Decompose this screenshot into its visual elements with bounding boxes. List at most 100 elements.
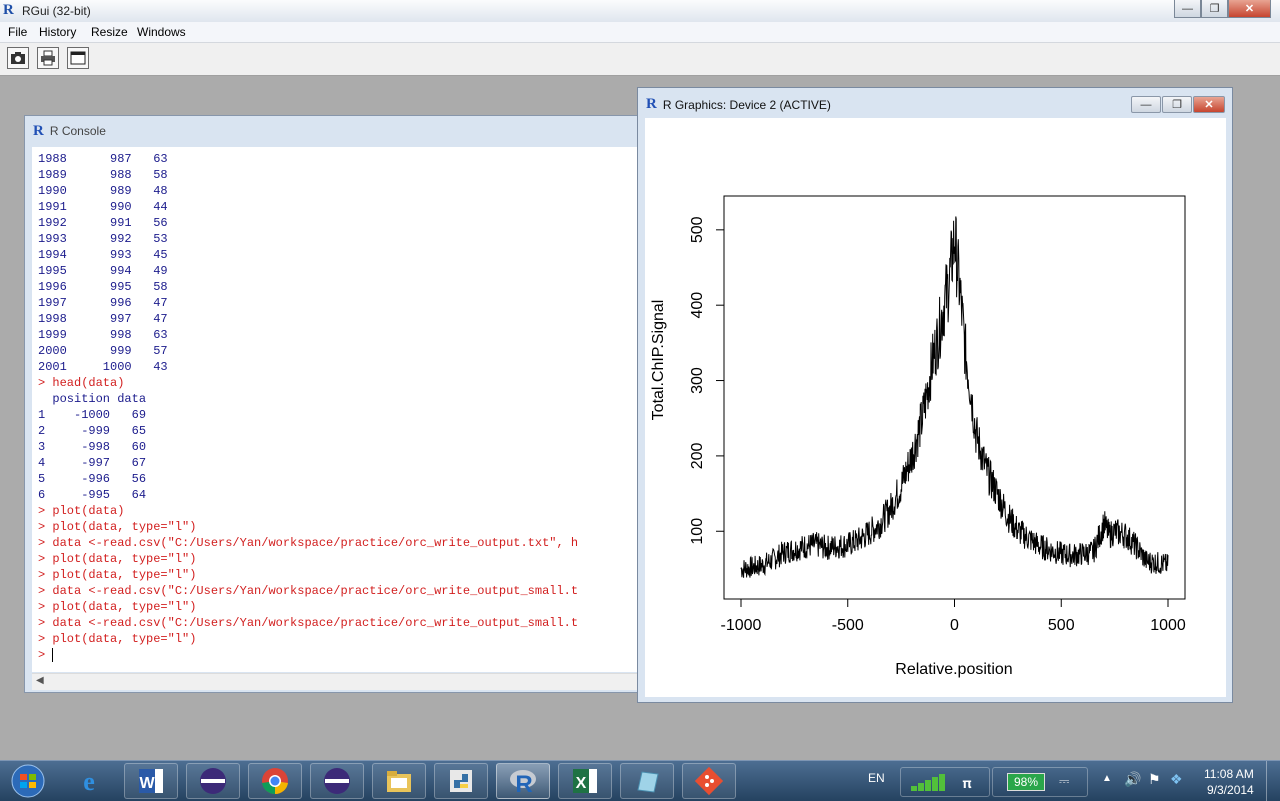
x-tick-label: 500 [1048, 617, 1075, 634]
python-icon[interactable] [434, 763, 488, 799]
toolbar [0, 43, 1280, 76]
r-graphics-window[interactable]: R R Graphics: Device 2 (ACTIVE) — ❐ ✕ -1… [637, 87, 1233, 703]
r-icon[interactable]: R [496, 763, 550, 799]
text-cursor [52, 647, 54, 662]
x-tick-label: 0 [950, 617, 959, 634]
prompt-symbol: > [38, 648, 53, 662]
dropbox-icon[interactable]: ❖ [1170, 771, 1183, 787]
console-output-line: 2 -999 65 [38, 424, 147, 438]
battery-indicator[interactable]: 98% ⎓ [992, 767, 1088, 797]
excel-icon[interactable]: X [558, 763, 612, 799]
clock-date[interactable]: 9/3/2014 [1207, 783, 1254, 797]
graphics-window-controls: — ❐ ✕ [1131, 96, 1225, 113]
console-output-line: 1995 994 49 [38, 264, 168, 278]
menu-bar: File History Resize Windows [0, 22, 1280, 43]
close-button[interactable]: ✕ [1228, 0, 1271, 18]
console-command-line: > head(data) [38, 376, 125, 390]
console-output-line: 1988 987 63 [38, 152, 168, 166]
series-line [740, 216, 1169, 578]
y-tick-label: 100 [689, 518, 706, 545]
console-command-line: > plot(data, type="l") [38, 552, 197, 566]
svg-text:𝛑: 𝛑 [962, 776, 971, 792]
console-output-line: 6 -995 64 [38, 488, 147, 502]
horizontal-scrollbar[interactable]: ◀ [32, 673, 642, 690]
word-icon[interactable]: W [124, 763, 178, 799]
console-command-line: > plot(data, type="l") [38, 520, 197, 534]
y-axis-label: Total.ChIP.Signal [650, 300, 667, 421]
console-output-line: 1997 996 47 [38, 296, 168, 310]
r-icon: R [646, 96, 657, 112]
console-lines: 1988 987 63 1989 988 58 1990 989 48 1991 99… [38, 151, 578, 663]
menu-resize[interactable]: Resize [91, 25, 128, 39]
console-output-line: 5 -996 56 [38, 472, 147, 486]
console-command-line: > plot(data, type="l") [38, 632, 197, 646]
console-output-line: 1990 989 48 [38, 184, 168, 198]
console-titlebar[interactable]: R R Console [33, 122, 106, 140]
svg-text:X: X [576, 775, 587, 792]
show-hidden-icons-icon[interactable]: ▲ [1102, 773, 1112, 784]
battery-percent: 98% [1007, 773, 1045, 791]
console-prompt[interactable]: > [38, 647, 578, 663]
svg-text:R: R [515, 771, 532, 796]
window-icon[interactable] [67, 47, 89, 69]
taskbar: e W R X EN 𝛑 98% ⎓ ▲ 🔊 ⚑ ❖ 11:08 [0, 760, 1280, 801]
minimize-button[interactable]: — [1174, 0, 1201, 18]
network-signal-icon[interactable]: 𝛑 [900, 767, 990, 797]
svg-text:W: W [139, 775, 155, 792]
maximize-button[interactable]: ❐ [1162, 96, 1192, 113]
x-tick-label: -1000 [721, 617, 762, 634]
camera-icon[interactable] [7, 47, 29, 69]
window-title: RGui (32-bit) [22, 4, 91, 18]
console-command-line: > data <-read.csv("C:/Users/Yan/workspac… [38, 584, 579, 598]
git-icon[interactable] [682, 763, 736, 799]
scroll-left-arrow-icon[interactable]: ◀ [36, 675, 44, 686]
y-tick-label: 400 [689, 292, 706, 319]
console-output-line: 1996 995 58 [38, 280, 168, 294]
close-button[interactable]: ✕ [1193, 96, 1225, 113]
clock-time[interactable]: 11:08 AM [1204, 767, 1254, 781]
show-desktop-button[interactable] [1266, 761, 1280, 801]
start-orb-icon[interactable] [2, 763, 54, 799]
menu-history[interactable]: History [39, 25, 77, 39]
r-console-window[interactable]: R R Console 1988 987 63 1989 988 58 1990 9… [24, 115, 644, 693]
volume-icon[interactable]: 🔊 [1124, 771, 1142, 787]
main-titlebar[interactable]: R RGui (32-bit) — ❐ ✕ [0, 0, 1280, 23]
console-command-line: > plot(data, type="l") [38, 568, 197, 582]
y-tick-label: 200 [689, 442, 706, 469]
svg-text:e: e [83, 767, 95, 796]
eclipse-icon[interactable] [310, 763, 364, 799]
x-axis-label: Relative.position [895, 661, 1012, 678]
language-indicator[interactable]: EN [868, 771, 885, 785]
console-command-line: > data <-read.csv("C:/Users/Yan/workspac… [38, 616, 579, 630]
printer-icon[interactable] [37, 47, 59, 69]
console-output-line: 1992 991 56 [38, 216, 168, 230]
eclipse-icon[interactable] [186, 763, 240, 799]
console-output-line: 2000 999 57 [38, 344, 168, 358]
console-output-line: 1989 988 58 [38, 168, 168, 182]
menu-file[interactable]: File [8, 25, 28, 39]
r-app-icon: R [3, 2, 14, 18]
graphics-title: R Graphics: Device 2 (ACTIVE) [662, 97, 831, 112]
console-output-line: 1993 992 53 [38, 232, 168, 246]
x-tick-label: -500 [832, 617, 864, 634]
notepad-icon[interactable] [620, 763, 674, 799]
console-output-line: 3 -998 60 [38, 440, 147, 454]
file-explorer-icon[interactable] [372, 763, 426, 799]
y-axis: 100 200 300 400 500 [689, 216, 725, 545]
chrome-icon[interactable] [248, 763, 302, 799]
minimize-button[interactable]: — [1131, 96, 1161, 113]
window-controls: — ❐ ✕ [1174, 0, 1271, 18]
console-command-line: > plot(data, type="l") [38, 600, 197, 614]
y-tick-label: 300 [689, 367, 706, 394]
r-icon: R [33, 122, 44, 139]
console-output[interactable]: 1988 987 63 1989 988 58 1990 989 48 1991 99… [32, 147, 642, 672]
maximize-button[interactable]: ❐ [1201, 0, 1228, 18]
internet-explorer-icon[interactable]: e [62, 763, 116, 799]
console-output-line: 1994 993 45 [38, 248, 168, 262]
console-output-line: 1 -1000 69 [38, 408, 147, 422]
console-output-line: 1999 998 63 [38, 328, 168, 342]
graphics-titlebar[interactable]: R R Graphics: Device 2 (ACTIVE) [646, 96, 831, 113]
console-output-line: position data [38, 392, 147, 406]
menu-windows[interactable]: Windows [137, 25, 186, 39]
action-center-flag-icon[interactable]: ⚑ [1148, 771, 1161, 787]
